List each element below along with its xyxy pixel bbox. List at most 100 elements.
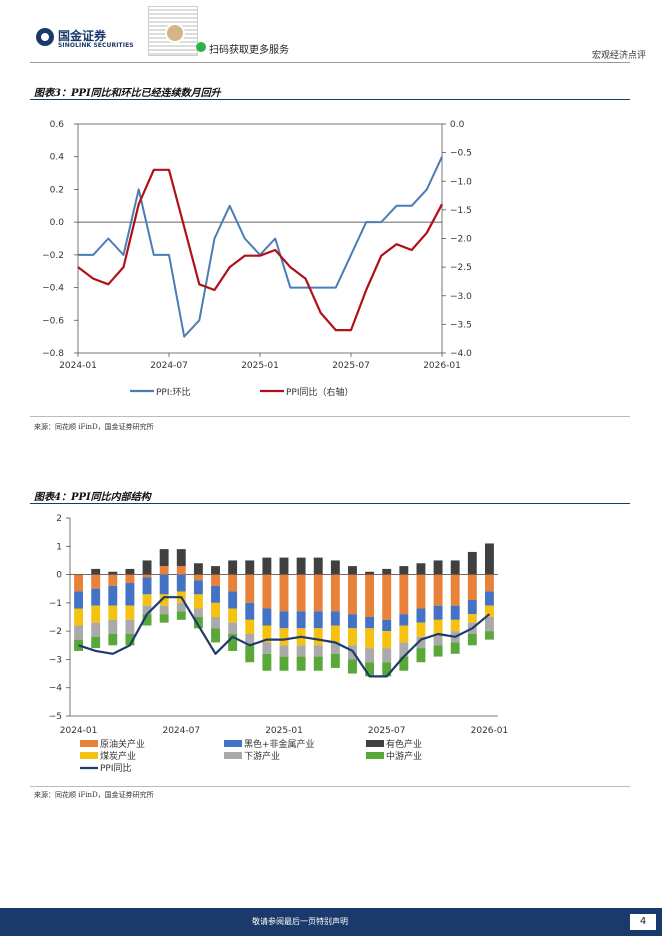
bar-segment — [91, 605, 101, 623]
y-right-tick-label: −3.5 — [450, 320, 472, 330]
legend-label: 下游产业 — [244, 750, 280, 762]
y-right-tick-label: 0.0 — [450, 120, 465, 130]
y-tick-label: −5 — [49, 712, 62, 722]
y-right-tick-label: −1.0 — [450, 177, 472, 187]
bar-segment — [159, 549, 169, 567]
legend-label: 煤炭产业 — [100, 750, 136, 762]
bar-segment — [313, 611, 323, 629]
legend-swatch — [366, 752, 384, 759]
y-tick-label: −2 — [49, 627, 62, 637]
bar-segment — [484, 543, 494, 575]
bar-segment — [450, 560, 460, 575]
bar-segment — [467, 614, 477, 623]
y-left-tick-label: −0.8 — [42, 349, 64, 359]
bar-segment — [91, 636, 101, 649]
bar-segment — [330, 653, 340, 668]
y-tick-label: −3 — [49, 655, 62, 665]
bar-segment — [399, 574, 409, 615]
plot-frame — [77, 123, 443, 354]
bar-segment — [245, 560, 255, 575]
bar-segment — [74, 625, 84, 640]
bar-segment — [262, 574, 272, 609]
bar-segment — [91, 622, 101, 637]
y-tick-label: −1 — [49, 599, 62, 609]
bar-segment — [416, 574, 426, 609]
bar-segment — [91, 568, 101, 575]
bar-segment — [142, 574, 152, 578]
bar-segment — [433, 574, 443, 606]
bar-segment — [484, 617, 494, 632]
bar-segment — [125, 568, 135, 575]
bar-segment — [108, 619, 118, 634]
bar-segment — [279, 557, 289, 575]
bar-segment — [142, 614, 152, 626]
bar-segment — [228, 633, 238, 651]
bar-segment — [365, 648, 375, 663]
qr-code-icon[interactable] — [148, 6, 198, 56]
bar-segment — [211, 628, 220, 643]
bar-segment — [433, 605, 443, 620]
x-tick-label: 2026-01 — [423, 361, 461, 371]
bar-segment — [193, 608, 203, 617]
bar-segment — [296, 574, 306, 612]
bar-segment — [211, 585, 220, 603]
y-right-tick-label: −1.5 — [450, 206, 472, 216]
figure4-bottom-rule — [30, 786, 630, 787]
bar-segment — [74, 574, 84, 592]
bar-segment — [348, 566, 357, 575]
bar-segment — [211, 574, 220, 586]
company-logo: 国金证券 SINOLINK SECURITIES — [36, 28, 156, 52]
y-tick-label: −4 — [49, 684, 63, 694]
bar-segment — [176, 549, 186, 567]
logo-mark-icon — [36, 28, 54, 46]
bar-segment — [313, 557, 323, 575]
bar-segment — [193, 563, 203, 575]
bar-segment — [433, 619, 443, 634]
bar-segment — [348, 628, 357, 646]
y-left-tick-label: 0.4 — [50, 153, 65, 163]
x-tick-label: 2024-01 — [60, 726, 98, 736]
page-footer: 敬请参阅最后一页特别声明 4 — [0, 908, 662, 936]
bar-segment — [74, 574, 84, 576]
bar-segment — [262, 608, 272, 626]
bar-segment — [279, 656, 289, 671]
bar-segment — [142, 560, 152, 575]
bar-segment — [365, 574, 375, 617]
series-line-ppi-mom — [78, 156, 443, 338]
bar-segment — [484, 591, 494, 606]
bar-segment — [245, 574, 255, 603]
bar-segment — [399, 642, 409, 657]
bar-segment — [484, 605, 494, 617]
footer-disclaimer[interactable]: 敬请参阅最后一页特别声明 — [252, 917, 348, 926]
bar-segment — [382, 568, 392, 575]
y-left-tick-label: 0.2 — [50, 185, 64, 195]
bar-segment — [399, 566, 409, 575]
bar-segment — [348, 659, 357, 674]
bar-segment — [382, 631, 392, 649]
bar-segment — [330, 642, 340, 654]
bar-segment — [416, 563, 426, 575]
y-right-tick-label: −0.5 — [450, 149, 472, 159]
bar-segment — [330, 560, 340, 575]
x-tick-label: 2024-07 — [162, 726, 200, 736]
bar-segment — [382, 574, 392, 620]
bar-segment — [382, 662, 392, 677]
legend-label: 有色产业 — [386, 738, 422, 750]
figure3-source: 来源：同花顺 iFinD，国金证券研究所 — [34, 423, 154, 431]
page-number: 4 — [630, 914, 656, 930]
bar-segment — [245, 619, 255, 634]
y-left-tick-label: −0.4 — [42, 284, 64, 294]
bar-segment — [74, 591, 84, 609]
bar-segment — [176, 574, 186, 592]
report-type: 宏观经济点评 — [591, 51, 646, 61]
legend-swatch — [80, 740, 98, 747]
bar-segment — [433, 645, 443, 657]
bar-segment — [142, 577, 152, 595]
legend-label: PPI同比（右轴） — [286, 386, 354, 398]
bar-segment — [262, 653, 272, 671]
bar-segment — [313, 574, 323, 612]
y-right-tick-label: −2.5 — [450, 263, 472, 273]
x-tick-label: 2025-01 — [265, 726, 303, 736]
bar-segment — [159, 594, 169, 606]
bar-segment — [211, 617, 220, 629]
